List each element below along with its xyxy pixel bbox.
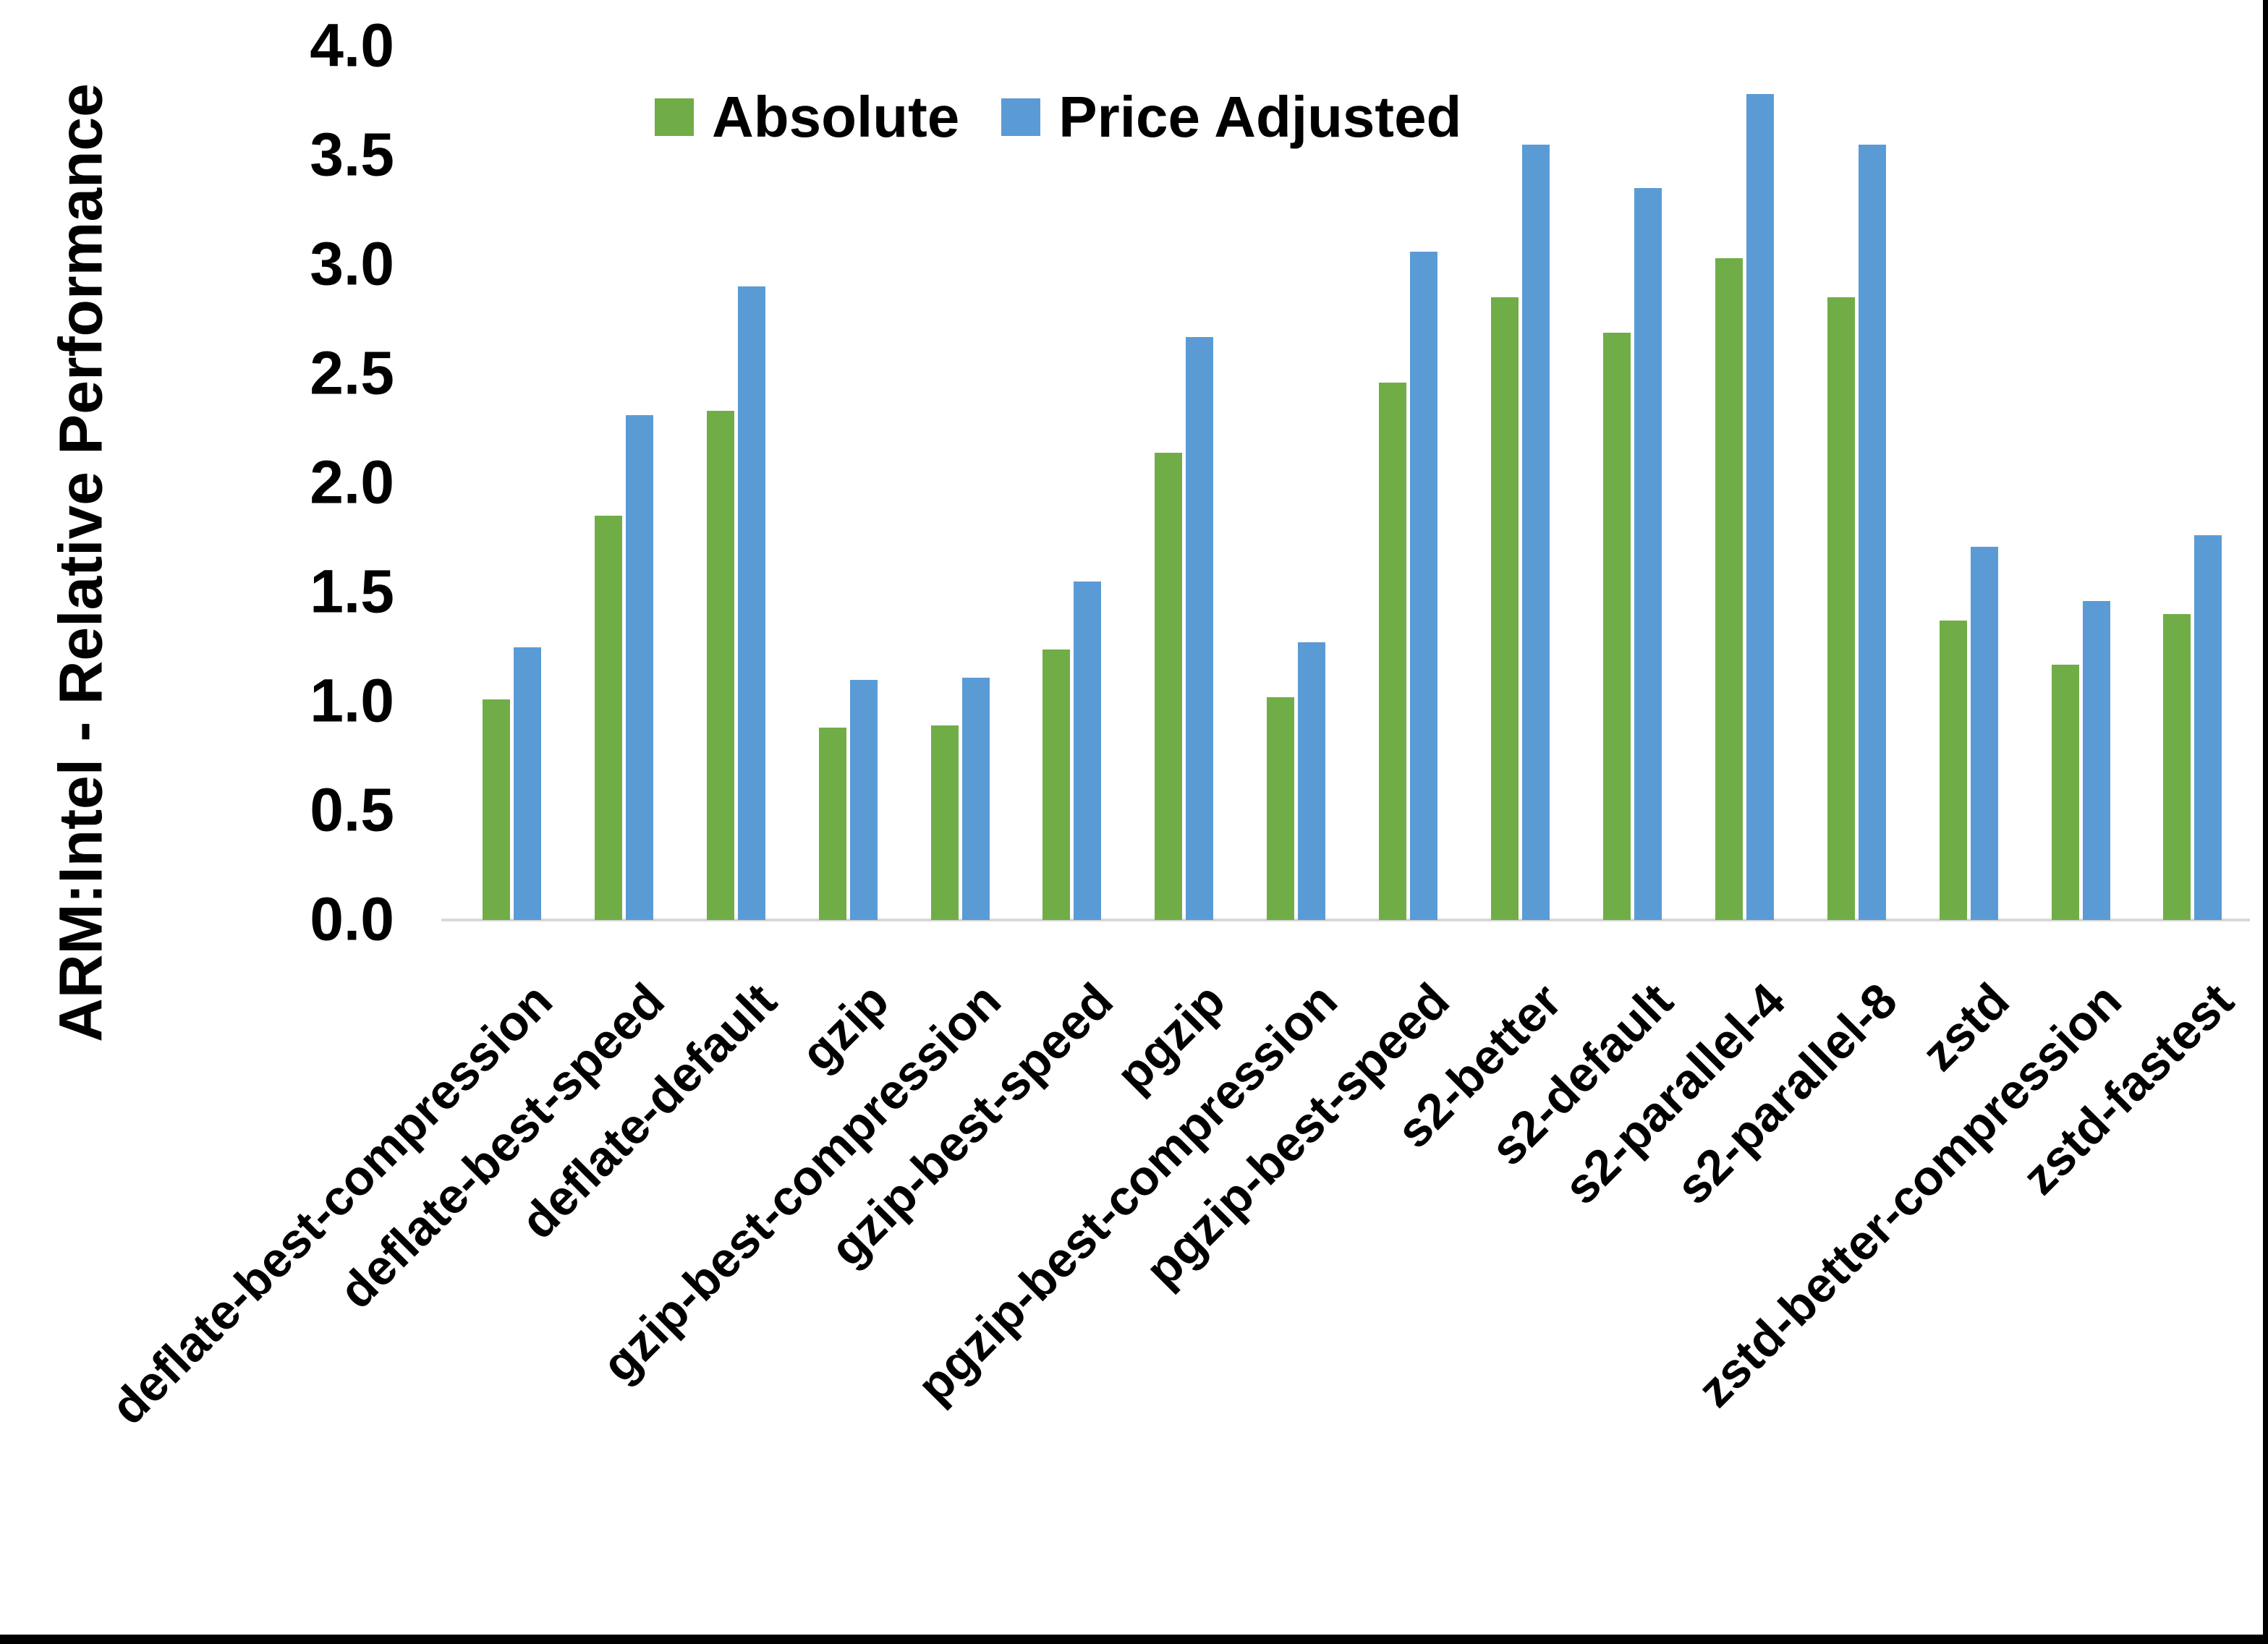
bar-price-adjusted-deflate-best-compression [513,647,541,920]
bar-price-adjusted-gzip-best-speed [1074,581,1102,920]
y-tick-label: 3.0 [310,229,394,298]
bar-price-adjusted-s2-default [1634,188,1662,920]
legend-label-absolute: Absolute [712,85,960,149]
bar-price-adjusted-zstd-fastest [2194,535,2222,920]
bar-absolute-gzip-best-speed [1042,649,1071,920]
bar-price-adjusted-gzip-best-compression [961,677,990,920]
legend-label-price-adjusted: Price Adjusted [1058,85,1462,149]
bar-absolute-s2-default [1602,332,1631,920]
y-tick-label: 2.0 [310,448,394,516]
bar-price-adjusted-zstd-better-compression [2082,601,2110,920]
bar-absolute-gzip [818,728,846,920]
legend: Absolute Price Adjusted [655,81,1461,153]
x-axis-line [441,919,2250,921]
y-tick-label: 2.5 [310,338,394,407]
y-tick-label: 3.5 [310,120,394,189]
right-border [2263,0,2268,1644]
y-tick-label: 4.0 [310,11,394,80]
legend-item-price-adjusted: Price Adjusted [1001,84,1461,150]
bar-price-adjusted-pgzip [1186,336,1214,920]
bar-price-adjusted-s2-parallel-8 [1858,144,1886,920]
bar-price-adjusted-pgzip-best-compression [1298,642,1326,920]
bar-absolute-deflate-best-compression [482,699,510,920]
bar-absolute-gzip-best-compression [930,725,959,920]
bar-absolute-zstd-fastest [2163,614,2191,920]
y-tick-label: 1.0 [310,666,394,735]
legend-swatch-absolute [655,98,694,136]
bar-absolute-zstd-better-compression [2051,664,2079,920]
bar-absolute-deflate-best-speed [594,516,622,920]
bar-absolute-s2-parallel-4 [1715,257,1743,920]
bar-price-adjusted-zstd [1970,546,1998,920]
y-tick-label: 0.5 [310,775,394,844]
bar-absolute-zstd [1939,621,1967,920]
bar-price-adjusted-pgzip-best-speed [1410,251,1438,920]
bar-absolute-pgzip-best-compression [1267,697,1295,920]
legend-item-absolute: Absolute [655,84,959,150]
bar-absolute-s2-better [1491,297,1519,920]
bar-price-adjusted-s2-better [1522,144,1550,920]
bar-absolute-pgzip [1155,452,1183,920]
bar-price-adjusted-deflate-default [737,286,765,920]
y-tick-label: 1.5 [310,557,394,626]
y-tick-label: 0.0 [310,885,394,953]
bar-absolute-s2-parallel-8 [1827,297,1855,920]
legend-swatch-price-adjusted [1001,98,1041,136]
bar-absolute-pgzip-best-speed [1379,383,1407,920]
bar-price-adjusted-gzip [849,679,878,920]
bottom-border [0,1635,2268,1644]
bar-price-adjusted-s2-parallel-4 [1746,94,1774,920]
bar-price-adjusted-deflate-best-speed [625,415,653,920]
bar-absolute-deflate-default [706,411,734,920]
